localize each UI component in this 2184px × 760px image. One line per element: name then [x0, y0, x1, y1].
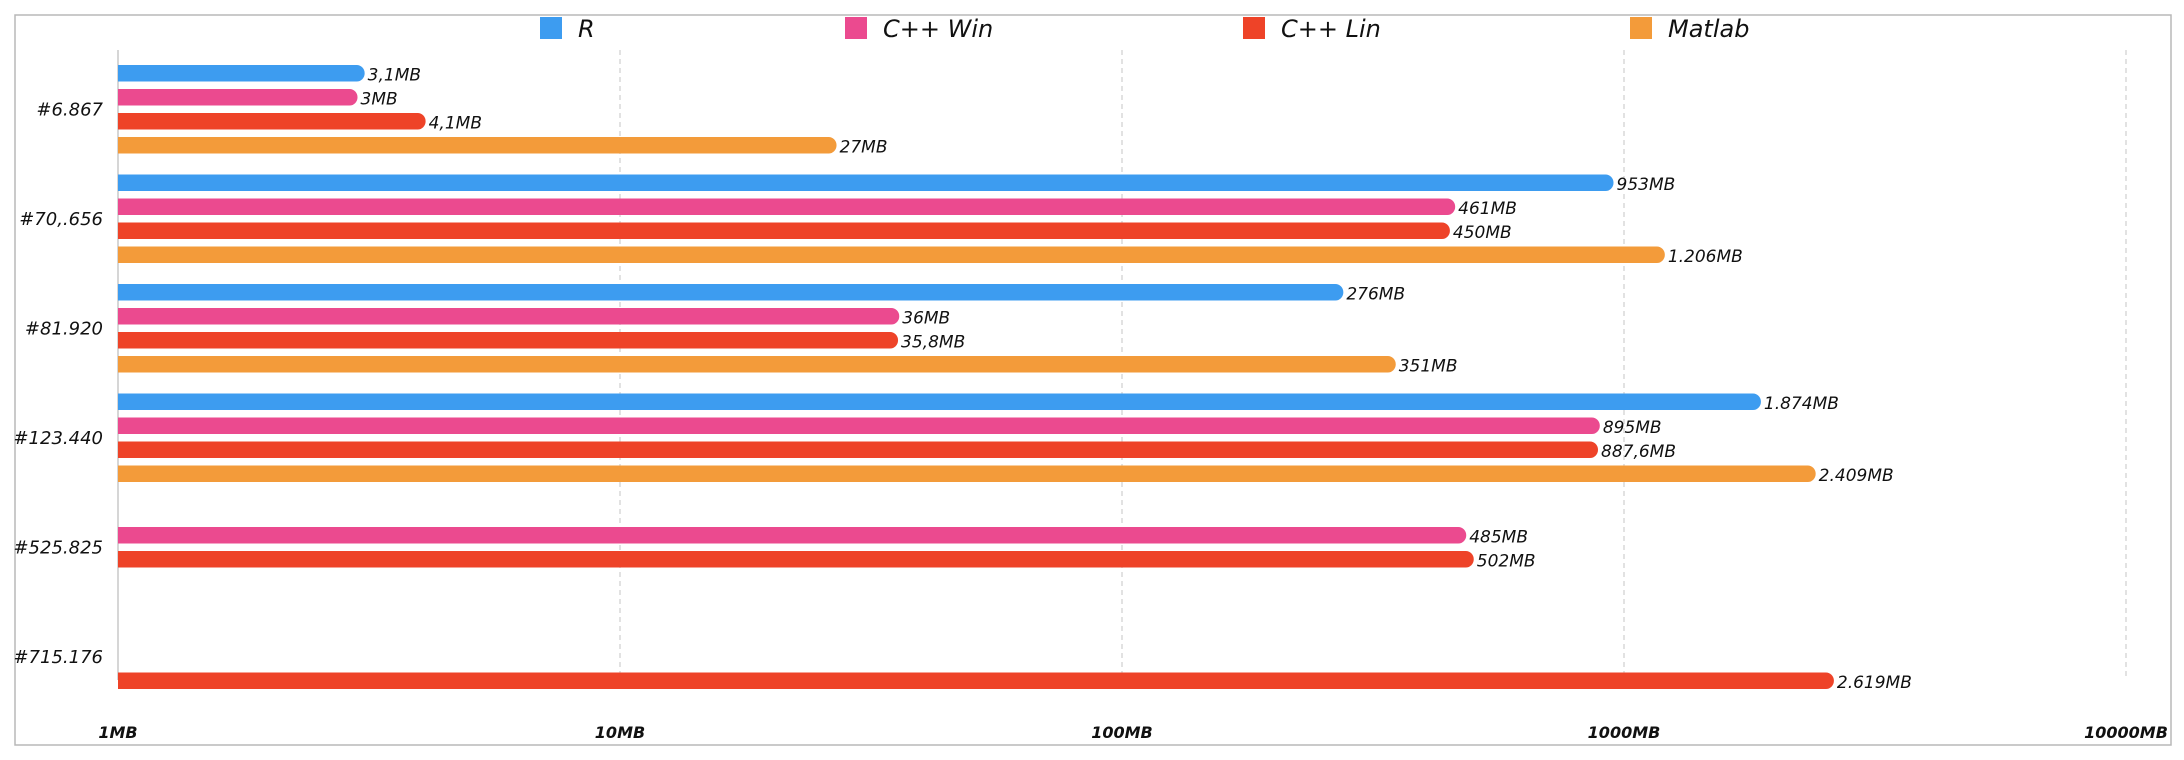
bar-cpp-lin	[118, 672, 1834, 689]
bar-cpp-win	[118, 417, 1600, 434]
x-tick-label: 10MB	[595, 723, 645, 742]
category-label: #525.825	[13, 537, 103, 558]
value-label: 953MB	[1617, 175, 1676, 195]
bar-r	[118, 174, 1614, 191]
bar-cpp-win	[118, 527, 1467, 544]
category-label: #715.176	[13, 647, 103, 668]
bar-r	[118, 65, 365, 82]
legend-item-r[interactable]: R	[540, 15, 595, 43]
value-label: 485MB	[1469, 528, 1528, 548]
legend-item-cpp-win[interactable]: C++ Win	[845, 15, 993, 43]
bars	[118, 65, 1834, 689]
chart-frame	[14, 14, 2172, 746]
bar-cpp-lin	[118, 332, 899, 349]
value-label: 351MB	[1399, 357, 1458, 377]
x-tick-label: 1MB	[98, 723, 137, 742]
category-labels: #6.867 #70,.656 #81.920 #123.440 #525.825 #71…	[13, 99, 103, 668]
value-label: 502MB	[1477, 552, 1536, 572]
category-label: #123.440	[13, 428, 103, 449]
x-tick-label: 1000MB	[1588, 723, 1661, 742]
category-label: #6.867	[36, 99, 103, 120]
bar-matlab	[118, 465, 1816, 482]
value-label: 276MB	[1346, 285, 1405, 305]
value-label: 895MB	[1603, 418, 1662, 438]
legend-label: C++ Win	[883, 15, 993, 43]
value-label: 27MB	[840, 138, 888, 158]
x-axis-tick-labels: 1MB 10MB 100MB 1000MB 10000MB	[98, 723, 2168, 742]
value-label: 450MB	[1453, 223, 1512, 243]
x-tick-label: 100MB	[1091, 723, 1153, 742]
value-label: 2.619MB	[1837, 673, 1912, 693]
value-label: 2.409MB	[1819, 466, 1894, 486]
value-label: 35,8MB	[901, 333, 965, 353]
bar-cpp-win	[118, 89, 358, 106]
bar-cpp-win	[118, 308, 900, 325]
bar-cpp-lin	[118, 113, 426, 130]
value-label: 1.206MB	[1668, 247, 1743, 267]
bar-cpp-win	[118, 198, 1456, 215]
bar-matlab	[118, 246, 1665, 263]
legend-swatch	[845, 17, 867, 39]
bar-matlab	[118, 356, 1396, 373]
bar-cpp-lin	[118, 222, 1450, 239]
value-labels: 3,1MB 3MB 4,1MB 27MB 953MB 461MB 450MB 1.206MB 2…	[361, 66, 1912, 694]
bar-cpp-lin	[118, 441, 1599, 458]
bar-r	[118, 284, 1344, 301]
value-label: 4,1MB	[429, 114, 482, 134]
legend-swatch	[540, 17, 562, 39]
bar-cpp-lin	[118, 551, 1474, 568]
legend-item-cpp-lin[interactable]: C++ Lin	[1243, 15, 1381, 43]
bar-r	[118, 393, 1761, 410]
value-label: 887,6MB	[1601, 442, 1676, 462]
x-tick-label: 10000MB	[2084, 723, 2168, 742]
legend-swatch	[1630, 17, 1652, 39]
bar-matlab	[118, 137, 837, 154]
legend-item-matlab[interactable]: Matlab	[1630, 15, 1749, 43]
legend-label: C++ Lin	[1281, 15, 1381, 43]
value-label: 36MB	[902, 309, 950, 329]
value-label: 3MB	[361, 90, 398, 110]
value-label: 3,1MB	[368, 66, 421, 86]
category-label: #70,.656	[19, 209, 103, 230]
value-label: 1.874MB	[1764, 394, 1839, 414]
category-label: #81.920	[25, 318, 103, 339]
value-label: 461MB	[1458, 199, 1517, 219]
legend-label: R	[578, 15, 595, 43]
legend: R C++ Win C++ Lin Matlab	[540, 15, 1749, 43]
legend-swatch	[1243, 17, 1265, 39]
legend-label: Matlab	[1668, 15, 1749, 43]
